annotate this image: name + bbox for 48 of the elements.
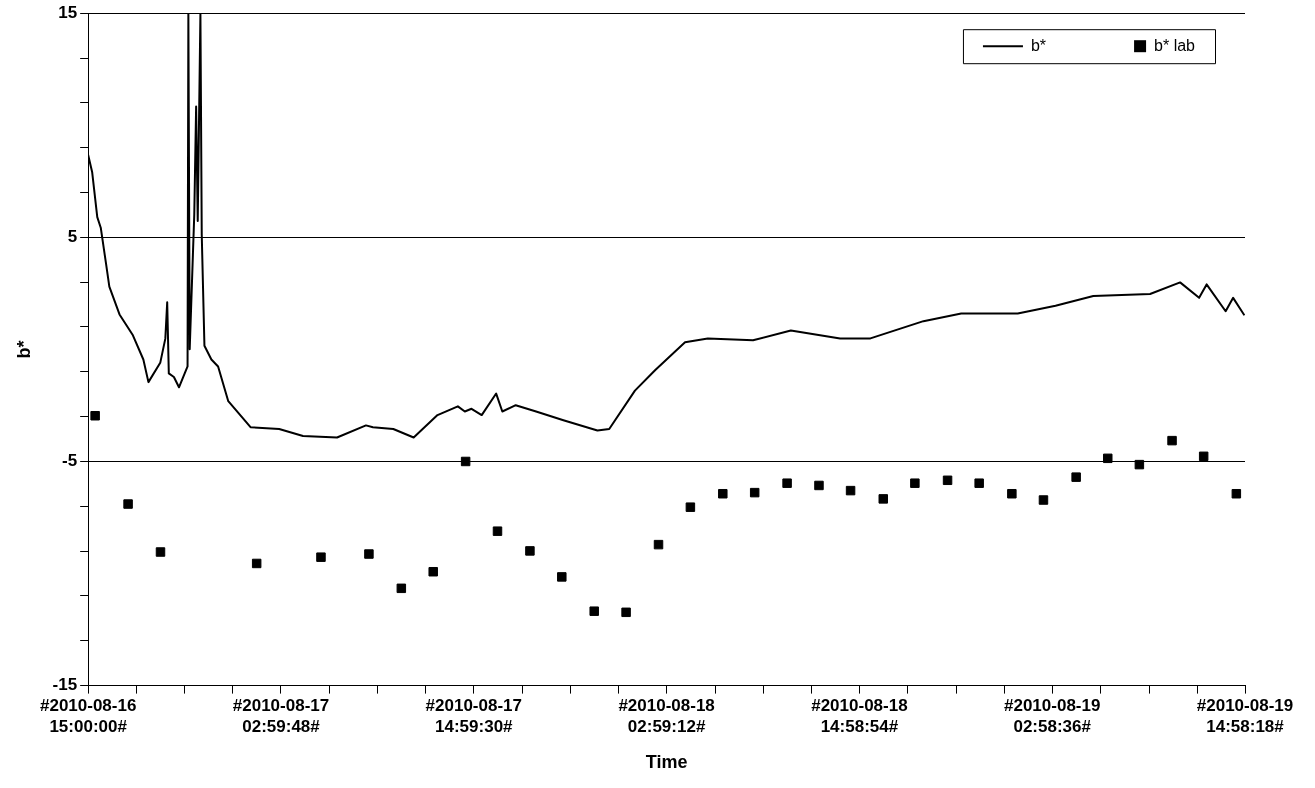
legend-label: b* xyxy=(1030,36,1047,54)
point xyxy=(845,485,856,496)
point xyxy=(814,480,824,491)
y-tick-label: -15 xyxy=(52,675,78,695)
x-tick-label: #2010-08-17 02:59:48# xyxy=(232,696,330,736)
point xyxy=(1167,435,1177,446)
point xyxy=(492,526,503,536)
y-tick-label: 15 xyxy=(58,2,78,22)
point xyxy=(364,549,374,559)
point xyxy=(749,487,760,498)
point xyxy=(428,567,438,577)
point xyxy=(1071,472,1081,482)
legend-label: b* lab xyxy=(1154,36,1196,54)
x-tick-label: #2010-08-19 02:58:36# xyxy=(1003,696,1101,736)
x-tick-label: #2010-08-17 14:59:30# xyxy=(425,696,523,736)
point xyxy=(1231,489,1242,499)
point xyxy=(1103,453,1113,464)
point xyxy=(1198,451,1209,462)
y-axis-title: b* xyxy=(13,340,34,359)
y-tick-label: 5 xyxy=(67,227,78,247)
point xyxy=(460,456,471,467)
point xyxy=(782,478,792,488)
point xyxy=(557,572,567,582)
point xyxy=(1134,459,1145,470)
point xyxy=(316,552,326,562)
point xyxy=(525,546,535,556)
point xyxy=(251,558,262,569)
point xyxy=(1038,495,1049,505)
x-tick-label: #2010-08-19 14:58:18# xyxy=(1196,696,1294,736)
point xyxy=(910,478,920,488)
x-axis-title: Time xyxy=(645,752,688,773)
x-tick-label: #2010-08-18 02:59:12# xyxy=(618,696,715,736)
point xyxy=(942,475,953,486)
point xyxy=(621,607,631,618)
y-tick-label: -5 xyxy=(62,451,78,471)
point xyxy=(878,494,889,504)
point xyxy=(396,583,407,594)
point xyxy=(718,489,728,499)
point xyxy=(123,499,133,509)
point xyxy=(1007,489,1017,499)
point xyxy=(653,539,664,550)
point xyxy=(974,478,984,488)
point xyxy=(90,411,100,421)
point xyxy=(155,547,166,557)
x-tick-label: #2010-08-16 15:00:00# xyxy=(39,696,137,736)
point xyxy=(589,606,599,616)
x-tick-label: #2010-08-18 14:58:54# xyxy=(811,696,908,736)
point xyxy=(685,502,696,512)
